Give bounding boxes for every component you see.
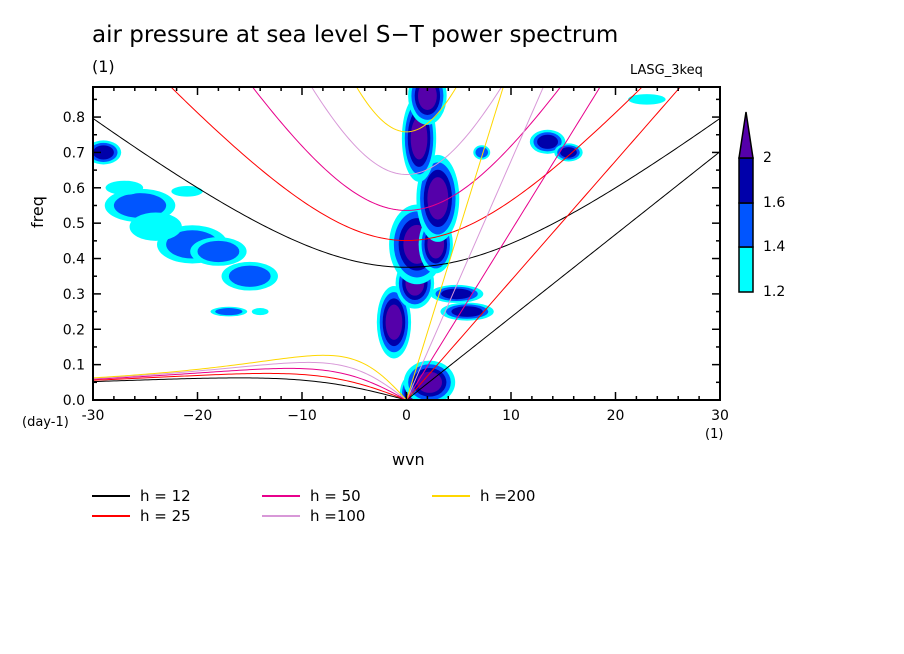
legend-item: h = 25 xyxy=(92,507,191,525)
y-axis-units: (day-1) xyxy=(22,415,69,430)
contour-blob xyxy=(215,308,243,316)
y-tick-label: 0.4 xyxy=(63,252,85,268)
contour-layer xyxy=(93,87,666,400)
legend-swatch xyxy=(432,495,470,497)
x-tick-label: 10 xyxy=(502,408,520,424)
inertia-gravity-curve xyxy=(356,87,457,133)
contour-blob xyxy=(105,180,144,195)
y-tick-label: 0.7 xyxy=(63,145,85,161)
legend-item: h = 50 xyxy=(262,487,361,505)
legend-swatch xyxy=(262,495,300,497)
colorbar-segment xyxy=(738,246,754,293)
contour-blob xyxy=(410,117,428,160)
inertia-gravity-curve xyxy=(310,87,503,176)
legend-label: h = 25 xyxy=(140,507,191,525)
y-tick-label: 0.3 xyxy=(63,287,85,303)
colorbar-label: 2 xyxy=(763,150,772,166)
contour-blob xyxy=(251,308,269,316)
model-label: LASG_3keq xyxy=(630,63,703,78)
dispersion-curves xyxy=(93,87,720,400)
x-tick-label: -30 xyxy=(82,408,105,424)
contour-blob xyxy=(129,212,182,241)
y-tick-label: 0.6 xyxy=(63,181,85,197)
x-axis-units: (1) xyxy=(705,427,724,442)
rossby-curve xyxy=(93,377,407,400)
legend-item: h =100 xyxy=(262,507,365,525)
contour-blob xyxy=(537,134,559,149)
legend-swatch xyxy=(92,515,130,517)
legend-swatch xyxy=(92,495,130,497)
colorbar-label: 1.6 xyxy=(763,195,786,211)
x-tick-label: 20 xyxy=(607,408,625,424)
rossby-curve xyxy=(93,372,407,400)
contour-blob xyxy=(113,193,167,218)
colorbar xyxy=(738,111,754,293)
legend-swatch xyxy=(262,515,300,517)
contour-blob xyxy=(560,147,577,158)
inertia-gravity-curve xyxy=(251,87,562,211)
contour-blob xyxy=(440,288,473,300)
legend-label: h =200 xyxy=(480,487,536,505)
contour-blob xyxy=(628,94,666,105)
colorbar-segment xyxy=(738,202,754,248)
contour-blob xyxy=(171,186,203,197)
legend-label: h =100 xyxy=(310,507,366,525)
legend-label: h = 50 xyxy=(310,487,361,505)
contour-blob xyxy=(197,240,240,263)
rossby-curve xyxy=(93,354,407,400)
y-tick-label: 0.5 xyxy=(63,216,85,232)
colorbar-label: 1.4 xyxy=(763,239,786,255)
colorbar-label: 1.2 xyxy=(763,284,786,300)
kelvin-curve xyxy=(406,151,720,400)
kelvin-curve xyxy=(406,87,544,400)
colorbar-extend-arrow xyxy=(738,111,754,159)
contour-blob xyxy=(385,304,403,340)
contour-blob xyxy=(417,87,437,110)
x-tick-label: −10 xyxy=(287,408,317,424)
rossby-curve xyxy=(93,367,407,400)
contour-blob xyxy=(475,147,489,158)
contour-blob xyxy=(93,145,114,160)
x-tick-label: 30 xyxy=(711,408,729,424)
y-tick-label: 0.8 xyxy=(63,110,85,126)
x-tick-label: 0 xyxy=(402,408,411,424)
y-tick-label: 0.2 xyxy=(63,322,85,338)
y-tick-label: 0.0 xyxy=(63,393,85,409)
chart-title: air pressure at sea level S−T power spec… xyxy=(92,22,619,48)
contour-blob xyxy=(451,306,483,317)
x-axis-label: wvn xyxy=(392,450,425,469)
legend-item: h =200 xyxy=(432,487,535,505)
kelvin-curve xyxy=(406,87,504,400)
legend-label: h = 12 xyxy=(140,487,191,505)
inertia-gravity-curve xyxy=(170,87,643,242)
chart-units: (1) xyxy=(92,57,115,76)
kelvin-curve xyxy=(406,87,601,400)
legend-item: h = 12 xyxy=(92,487,191,505)
contour-blob xyxy=(427,177,449,220)
axis-ticks: -30 −20 −10 0 10 20 30 0.0 0.1 0.2 0.3 0.4 0.5 0.6 0.7… xyxy=(63,87,729,424)
y-tick-label: 0.1 xyxy=(63,358,85,374)
rossby-curve xyxy=(93,361,407,400)
x-tick-label: −20 xyxy=(183,408,213,424)
kelvin-curve xyxy=(406,87,681,400)
contour-blob xyxy=(228,265,271,287)
colorbar-segment xyxy=(738,157,754,204)
inertia-gravity-curve xyxy=(93,118,720,268)
